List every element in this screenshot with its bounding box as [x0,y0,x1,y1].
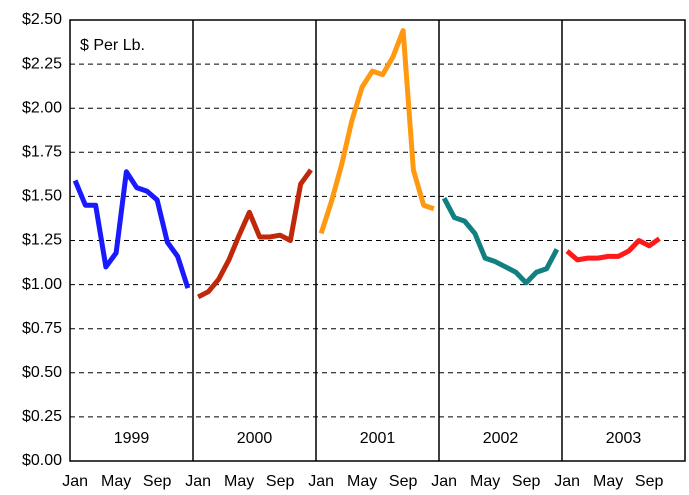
year-label: 2003 [606,430,642,447]
y-axis-label: $ Per Lb. [80,37,145,54]
x-tick-label: May [470,473,500,490]
x-tick-label: Jan [431,473,457,490]
x-tick-label: Sep [143,473,172,490]
x-tick-label: May [593,473,623,490]
x-tick-label: Jan [554,473,580,490]
x-tick-label: May [101,473,131,490]
y-tick-label: $1.25 [22,232,62,249]
data-line [196,168,313,300]
x-tick-label: Sep [635,473,664,490]
x-tick-label: Jan [185,473,211,490]
x-tick-label: Sep [266,473,295,490]
y-tick-label: $2.50 [22,11,62,28]
year-label: 2000 [237,430,273,447]
data-line [318,28,435,235]
y-tick-label: $0.00 [22,452,62,469]
plot-frame [69,19,686,462]
y-tick-label: $1.00 [22,276,62,293]
x-tick-label: May [224,473,254,490]
data-line [441,196,560,286]
x-tick-label: Sep [389,473,418,490]
y-tick-label: $0.75 [22,320,62,337]
data-line [72,169,191,289]
y-tick-label: $0.25 [22,408,62,425]
data-line [565,236,661,263]
x-tick-label: Jan [62,473,88,490]
year-label: 2002 [483,430,519,447]
y-tick-label: $2.00 [22,99,62,116]
year-label: 1999 [114,430,150,447]
x-tick-label: May [347,473,377,490]
y-tick-label: $1.75 [22,144,62,161]
y-tick-label: $0.50 [22,364,62,381]
x-tick-label: Jan [308,473,334,490]
year-label: 2001 [360,430,396,447]
y-tick-label: $2.25 [22,55,62,72]
y-tick-label: $1.50 [22,188,62,205]
x-tick-label: Sep [512,473,541,490]
